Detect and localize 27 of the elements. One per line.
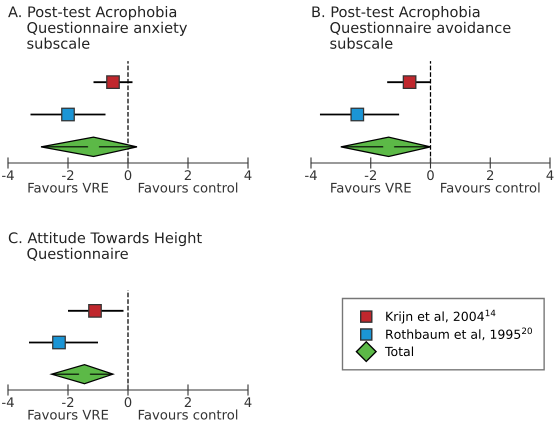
text: Favours VRE <box>331 182 411 193</box>
x-tick-label: -2 <box>364 170 376 180</box>
legend-label: Rothbaum et al, 1995$^{20}$ <box>386 328 532 340</box>
x-tick-label: -2 <box>62 397 74 407</box>
x-tick-label: 0 <box>427 170 434 180</box>
text: Favours VRE <box>28 410 108 420</box>
x-tick-label: -2 <box>62 170 74 180</box>
x-tick-label: -4 <box>2 397 14 407</box>
chart-title: C. Attitude Towards Height Questionnaire <box>8 232 202 261</box>
x-tick-label: 2 <box>184 397 191 407</box>
text: Favours control <box>138 182 238 193</box>
legend-label: Total <box>384 346 414 356</box>
x-tick-label: 4 <box>244 397 252 407</box>
x-tick-label: 2 <box>184 170 191 180</box>
chart-title: A. Post-test Acrophobia Questionnaire anxiety subscale <box>8 6 188 49</box>
x-tick-label: 0 <box>124 170 132 180</box>
legend-label: Krijn et al, 2004$^{14}$ <box>386 310 496 324</box>
x-tick-label: -4 <box>305 170 317 180</box>
x-tick-label: 4 <box>244 170 252 180</box>
x-tick-label: 4 <box>546 170 554 180</box>
text: Favours control <box>138 409 238 420</box>
x-tick-label: 2 <box>487 170 494 180</box>
text: Favours control <box>441 182 540 193</box>
text: Favours VRE <box>28 182 108 193</box>
x-tick-label: -4 <box>2 170 14 180</box>
x-tick-label: 0 <box>124 397 132 408</box>
chart-title: B. Post-test Acrophobia Questionnaire avoidance subscale <box>312 6 510 49</box>
